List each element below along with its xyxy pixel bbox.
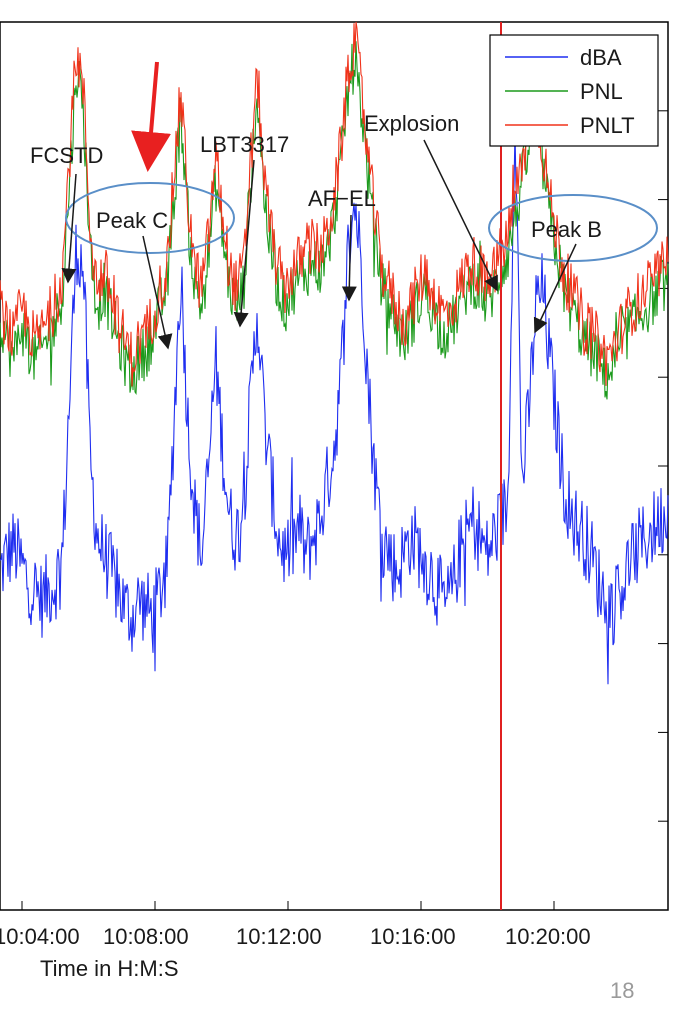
x-tick-label: 10:08:00 <box>103 924 189 949</box>
annotation-lbt3317: LBT3317 <box>200 132 289 157</box>
plot-area <box>0 21 669 911</box>
fcstd-arrow <box>61 173 77 284</box>
x-axis-ticks <box>21 901 555 910</box>
annotation-peak-b: Peak B <box>531 217 602 242</box>
x-axis-label: Time in H:M:S <box>40 956 179 981</box>
page-number: 18 <box>610 978 634 1003</box>
annotation-peak-c: Peak C <box>96 208 168 233</box>
series-line-dba <box>0 130 669 685</box>
x-tick-label: 10:16:00 <box>370 924 456 949</box>
af-el-arrow <box>341 214 357 302</box>
annotation-explosion: Explosion <box>364 111 459 136</box>
x-tick-label: 10:20:00 <box>505 924 591 949</box>
peak-b-circle <box>488 194 658 262</box>
peak-b-arrow <box>533 243 577 334</box>
legend-label-pnl: PNL <box>580 79 623 104</box>
x-tick-label: 10:04:00 <box>0 924 80 949</box>
x-tick-label: 10:12:00 <box>236 924 322 949</box>
legend-label-dba: dBA <box>580 45 622 70</box>
peak-c-highlight-arrow <box>131 61 171 172</box>
lbt3317-arrow <box>233 159 255 328</box>
legend: dBA PNL PNLT <box>489 34 659 147</box>
explosion-arrow <box>423 139 498 292</box>
annotation-af-el: AF−EL <box>308 186 376 211</box>
series-line-pnlt <box>0 21 669 387</box>
peak-c-arrow <box>142 235 173 350</box>
legend-label-pnlt: PNLT <box>580 113 635 138</box>
series-lines <box>0 21 669 685</box>
annotation-fcstd: FCSTD <box>30 143 103 168</box>
peak-c-circle <box>65 182 235 254</box>
